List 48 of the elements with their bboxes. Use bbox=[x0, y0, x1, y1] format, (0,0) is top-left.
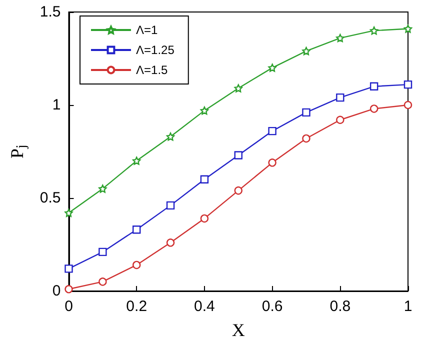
point bbox=[404, 100, 412, 110]
point bbox=[370, 82, 378, 90]
point bbox=[302, 134, 310, 143]
point bbox=[370, 104, 378, 113]
point bbox=[98, 184, 107, 193]
point bbox=[132, 226, 141, 234]
point bbox=[370, 26, 378, 35]
point bbox=[336, 116, 344, 124]
y-tick-label: 1.5 bbox=[40, 4, 61, 20]
point bbox=[200, 214, 209, 223]
point bbox=[166, 201, 175, 210]
x-tick-label: 0.2 bbox=[126, 298, 148, 315]
point bbox=[234, 186, 242, 195]
point bbox=[404, 80, 412, 89]
point bbox=[234, 84, 242, 92]
point bbox=[336, 34, 344, 42]
legend-label: Λ=1.25 bbox=[136, 43, 175, 57]
point bbox=[64, 285, 73, 294]
x-tick-label: 0.8 bbox=[330, 298, 351, 315]
x-tick-label: 0.4 bbox=[194, 298, 215, 315]
x-tick-label: 0 bbox=[64, 298, 73, 315]
point bbox=[98, 278, 107, 286]
y-tick-label: 0 bbox=[52, 282, 61, 300]
legend-label: Λ=1.5 bbox=[136, 63, 168, 77]
point bbox=[268, 126, 276, 136]
y-tick-label: 1 bbox=[52, 96, 61, 114]
point bbox=[98, 248, 107, 256]
point bbox=[64, 264, 73, 273]
point bbox=[132, 260, 141, 270]
point bbox=[132, 156, 141, 165]
legend-label: Λ=1 bbox=[136, 23, 158, 37]
x-tick-label: 0.6 bbox=[262, 298, 283, 315]
point bbox=[404, 24, 412, 33]
x-axis-title: X bbox=[232, 320, 245, 340]
point bbox=[200, 106, 209, 115]
y-tick-label: 0.5 bbox=[40, 190, 61, 206]
point bbox=[302, 46, 310, 56]
point bbox=[268, 64, 276, 72]
point bbox=[336, 93, 344, 102]
point bbox=[166, 132, 175, 141]
point bbox=[166, 238, 175, 247]
point bbox=[268, 158, 276, 167]
point bbox=[234, 151, 242, 160]
point bbox=[64, 208, 73, 217]
point bbox=[302, 108, 310, 117]
y-axis-title: Pj bbox=[7, 144, 30, 158]
point bbox=[200, 175, 209, 184]
x-tick-label: 1 bbox=[404, 298, 412, 315]
